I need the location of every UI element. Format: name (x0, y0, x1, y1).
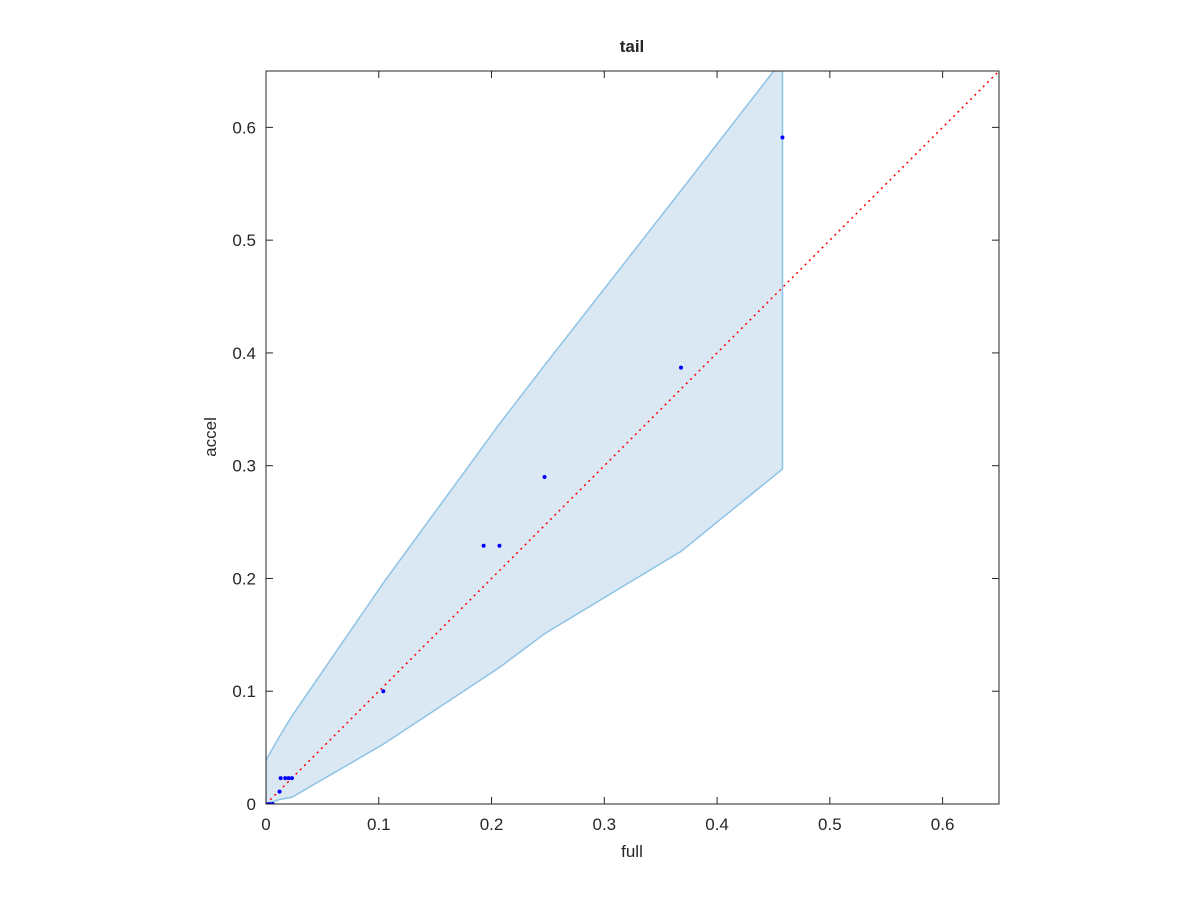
chart-title: tail (620, 37, 645, 56)
y-tick-label: 0.3 (232, 457, 256, 476)
band-lower-line (266, 468, 783, 804)
point (278, 776, 283, 781)
x-tick-label: 0.4 (705, 815, 729, 834)
y-axis-label: accel (201, 417, 220, 457)
point (542, 474, 547, 479)
x-tick-label: 0.5 (818, 815, 842, 834)
x-tick-label: 0.6 (931, 815, 955, 834)
y-tick-label: 0 (247, 795, 256, 814)
x-tick-label: 0.2 (480, 815, 504, 834)
point (283, 776, 288, 781)
y-tick-label: 0.1 (232, 682, 256, 701)
point (277, 789, 282, 794)
point (678, 365, 683, 370)
axes-box (265, 70, 1000, 805)
x-tick-label: 0.3 (592, 815, 616, 834)
band-upper-line (266, 71, 775, 761)
axes: 0 0.1 0.2 0.3 0.4 0.5 0.6 0 0.1 0.2 0.3 0.4 0.5 0.6 (232, 70, 1000, 834)
point (286, 776, 291, 781)
point (289, 776, 294, 781)
x-tick-label: 0.1 (367, 815, 391, 834)
y-tick-label: 0.6 (232, 118, 256, 137)
y-tick-label: 0.4 (232, 344, 256, 363)
y-tick-label: 0.2 (232, 569, 256, 588)
point (780, 135, 785, 140)
point (381, 689, 386, 694)
point (481, 543, 486, 548)
x-axis-label: full (621, 842, 643, 861)
plot-area (266, 71, 999, 804)
x-tick-label: 0 (261, 815, 270, 834)
point (497, 543, 502, 548)
y-tick-label: 0.5 (232, 231, 256, 250)
